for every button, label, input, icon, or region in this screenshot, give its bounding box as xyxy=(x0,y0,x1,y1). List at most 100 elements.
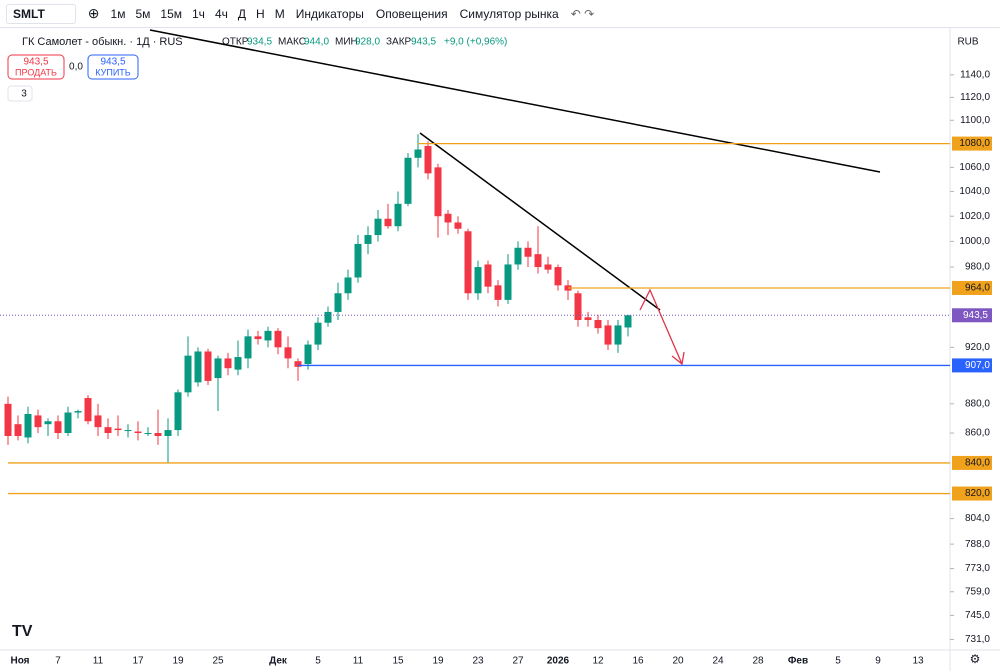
candle-body xyxy=(64,412,72,434)
level-label-box xyxy=(952,136,992,151)
alerts[interactable]: Оповещения xyxy=(375,6,448,21)
last-price-box xyxy=(952,308,992,323)
candle-body xyxy=(154,433,162,436)
x-tick-label: 24 xyxy=(712,656,724,667)
x-tick-label: 9 xyxy=(875,656,881,667)
level-label: 907,0 xyxy=(965,360,990,371)
candle-body xyxy=(4,403,12,436)
x-tick-label: 12 xyxy=(592,656,604,667)
candle-body xyxy=(314,322,322,345)
candle-body xyxy=(164,430,172,436)
legend-title: ГК Самолет - обыкн. · 1Д · RUS xyxy=(22,36,183,48)
trend-line[interactable] xyxy=(149,29,881,173)
candle-body xyxy=(14,424,22,436)
candle-body xyxy=(304,344,312,365)
y-tick-label: 1120,0 xyxy=(960,92,990,103)
candle-body xyxy=(544,264,552,270)
candle-body xyxy=(464,231,472,294)
undo[interactable]: ↶ ↷ xyxy=(570,6,595,21)
compare[interactable]: ⊕ xyxy=(87,5,100,21)
buy-button[interactable] xyxy=(87,54,139,80)
level-label-box xyxy=(952,280,992,295)
candle-body xyxy=(514,247,522,265)
interval[interactable]: Д xyxy=(237,6,247,21)
y-tick-label: 1060,0 xyxy=(959,162,990,173)
candle-body xyxy=(114,428,122,431)
y-tick-label: 920,0 xyxy=(965,342,990,353)
x-tick-label: 28 xyxy=(752,656,764,667)
value: 943,5 xyxy=(411,37,436,48)
sell-button[interactable] xyxy=(7,54,65,80)
interval[interactable]: 1ч xyxy=(192,6,205,21)
value: 934,5 xyxy=(247,37,272,48)
level-label-box xyxy=(952,455,992,470)
y-tick-label: 1000,0 xyxy=(959,236,990,247)
settings[interactable]: ⚙ xyxy=(970,652,981,666)
interval[interactable]: 1м xyxy=(110,6,126,21)
y-tick-label: 745,0 xyxy=(965,610,990,621)
interval[interactable]: 4ч xyxy=(214,6,228,21)
x-tick-label: 20 xyxy=(672,656,684,667)
candle-body xyxy=(274,330,282,348)
collapse[interactable] xyxy=(7,85,33,102)
x-tick-label: 5 xyxy=(835,656,841,667)
candle-body xyxy=(484,264,492,287)
y-tick-label: 1040,0 xyxy=(959,186,990,197)
last-price-label: 943,5 xyxy=(963,310,988,321)
x-tick-label: 7 xyxy=(55,656,61,667)
label: ЗАКР xyxy=(386,37,412,48)
x-tick-label: 25 xyxy=(212,656,224,667)
candle-body xyxy=(74,411,82,413)
y-tick-label: 788,0 xyxy=(965,539,990,550)
candle-body xyxy=(254,336,262,340)
toolbar: SMLT ⊕ 1м 5м 15м 1ч 4ч Д Н М Индикаторы Оповеще… xyxy=(0,0,1000,28)
x-tick-label: 17 xyxy=(132,656,144,667)
symbol-search[interactable]: SMLT xyxy=(6,3,76,24)
candle-body xyxy=(324,311,332,323)
label: МИН xyxy=(335,37,358,48)
candle-body xyxy=(614,325,622,345)
x-tick-label: 2026 xyxy=(547,656,570,667)
trend-line[interactable] xyxy=(419,132,661,311)
y-tick-label: 1100,0 xyxy=(960,115,990,126)
candle-body xyxy=(94,415,102,428)
interval[interactable]: 5м xyxy=(135,6,151,21)
candle-body xyxy=(524,247,532,257)
x-tick-label: Дек xyxy=(269,656,288,667)
candle-body xyxy=(184,355,192,393)
y-tick-label: 880,0 xyxy=(965,398,990,409)
x-tick-label: 19 xyxy=(432,656,444,667)
arrow[interactable] xyxy=(639,288,683,365)
value: 944,0 xyxy=(304,37,329,48)
value: 928,0 xyxy=(355,37,380,48)
candle-body xyxy=(424,145,432,174)
x-tick-label: 23 xyxy=(472,656,484,667)
x-tick-label: 5 xyxy=(315,656,321,667)
candle-body xyxy=(624,315,632,328)
candle-body xyxy=(344,277,352,294)
candle-body xyxy=(434,167,442,217)
candle-body xyxy=(354,243,362,278)
candle-body xyxy=(604,325,612,345)
interval[interactable]: Н xyxy=(256,6,265,21)
level-label: 964,0 xyxy=(965,283,990,294)
candle-body xyxy=(234,357,242,370)
interval[interactable]: М xyxy=(274,6,285,21)
candle-body xyxy=(374,218,382,236)
x-tick-label: Ноя xyxy=(10,656,29,667)
buy-label: КУПИТЬ xyxy=(95,67,130,77)
candle-body xyxy=(104,427,112,434)
candle-body xyxy=(264,330,272,341)
candle-body xyxy=(584,317,592,321)
candle-body xyxy=(44,421,52,425)
candle-body xyxy=(594,320,602,329)
level-label: 820,0 xyxy=(965,488,990,499)
interval[interactable]: 15м xyxy=(160,6,182,21)
level-label: 840,0 xyxy=(965,458,990,469)
candle-body xyxy=(144,433,152,435)
candle-body xyxy=(494,285,502,300)
simulator[interactable]: Симулятор рынка xyxy=(459,6,559,21)
currency[interactable]: RUB xyxy=(957,37,978,48)
indicators[interactable]: Индикаторы xyxy=(295,6,364,21)
